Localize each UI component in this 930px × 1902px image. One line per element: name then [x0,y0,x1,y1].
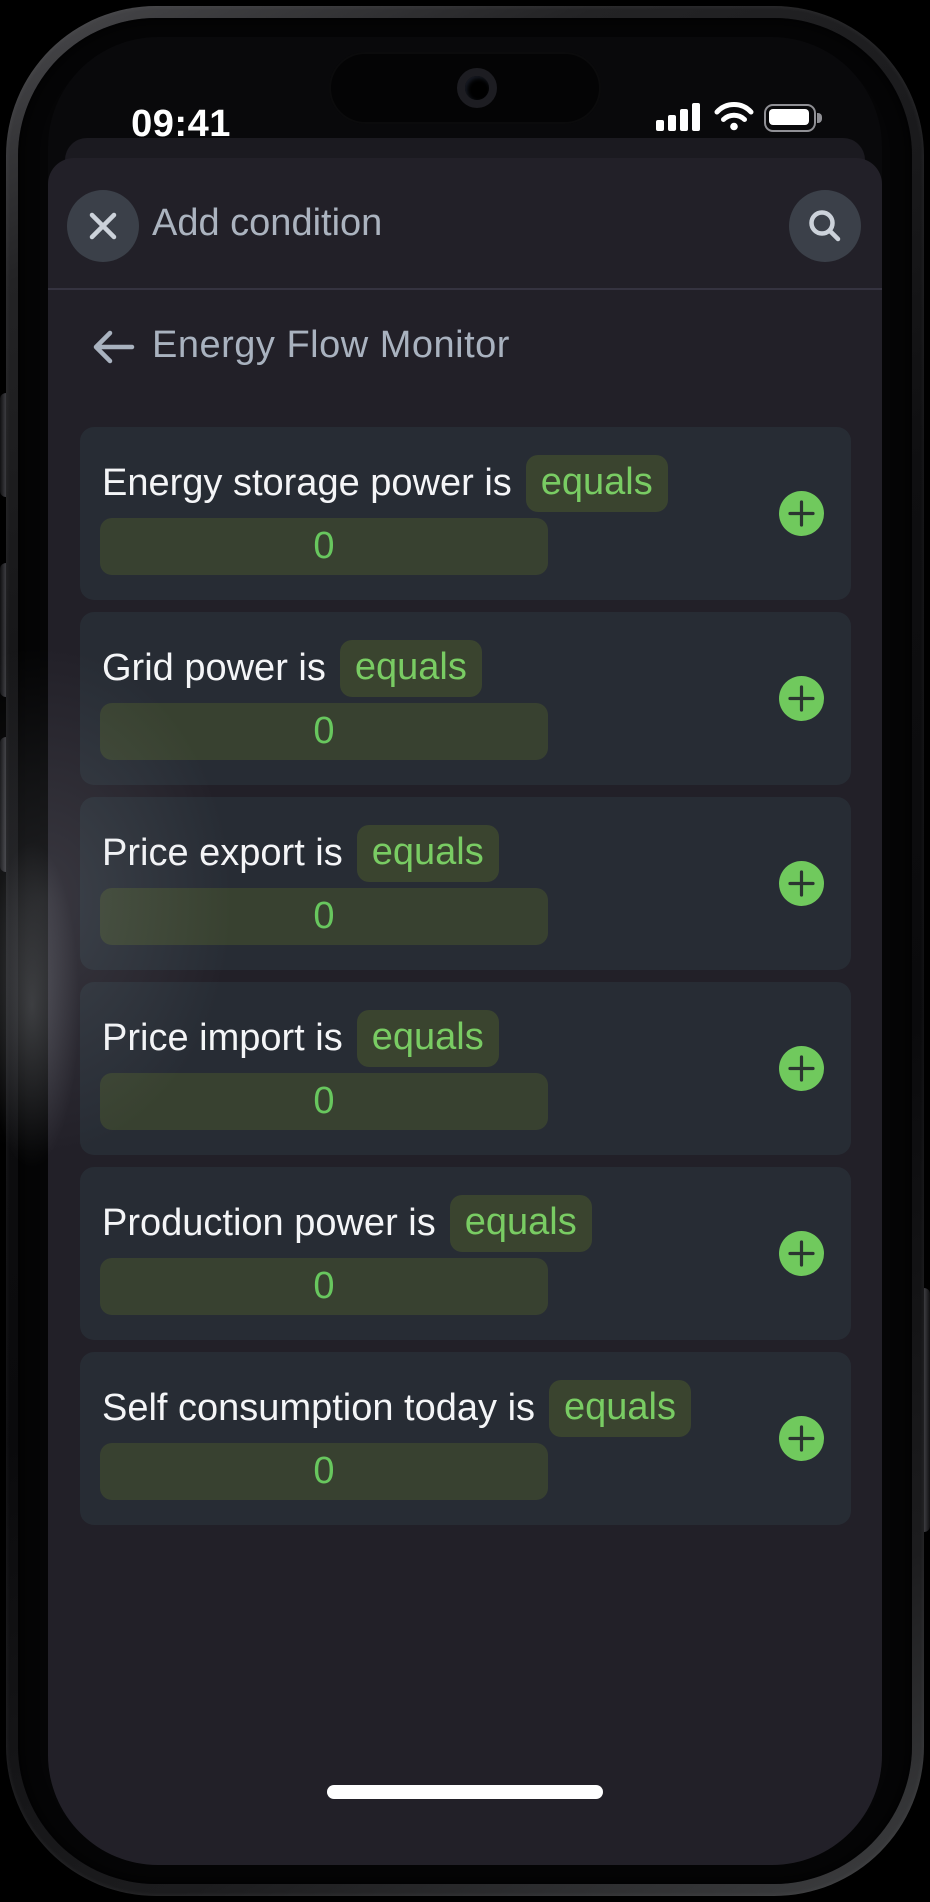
operator-chip[interactable]: equals [549,1379,691,1437]
condition-card: Price export is equals [80,797,851,970]
condition-value-input[interactable] [100,1073,548,1130]
condition-value-input[interactable] [100,1443,548,1500]
condition-card: Price import is equals [80,982,851,1155]
condition-card: Production power is equals [80,1167,851,1340]
condition-label: Grid power is [102,646,326,689]
condition-value-input[interactable] [100,888,548,945]
plus-icon [788,1240,815,1267]
power-button [920,1288,930,1532]
plus-icon [788,1425,815,1452]
add-condition-button[interactable] [779,676,824,721]
add-condition-button[interactable] [779,491,824,536]
condition-card: Energy storage power is equals [80,427,851,600]
close-button[interactable] [67,190,139,262]
add-condition-button[interactable] [779,1416,824,1461]
condition-label-row: Energy storage power is equals [102,454,668,512]
search-icon [809,210,841,242]
arrow-left-icon [93,330,135,364]
add-condition-button[interactable] [779,1046,824,1091]
condition-card: Grid power is equals [80,612,851,785]
condition-label-row: Grid power is equals [102,639,482,697]
plus-icon [788,1055,815,1082]
operator-chip[interactable]: equals [356,1009,499,1067]
operator-chip[interactable]: equals [525,454,668,512]
dynamic-island [329,52,601,124]
add-condition-button[interactable] [779,1231,824,1276]
action-button [0,393,10,497]
condition-label-row: Production power is equals [102,1194,592,1252]
operator-chip[interactable]: equals [449,1194,592,1252]
operator-chip[interactable]: equals [339,639,482,697]
condition-label: Production power is [102,1201,436,1244]
condition-label: Self consumption today is [102,1386,536,1429]
automation-title: Energy Flow Monitor [152,324,510,366]
condition-label: Price import is [102,1016,343,1059]
search-button[interactable] [789,190,861,262]
battery-full-icon [764,104,822,132]
phone-screen: 09:41 Add condition [48,37,882,1865]
condition-label-row: Price import is equals [102,1009,499,1067]
back-button[interactable] [86,321,142,373]
condition-label-row: Self consumption today is equals [102,1379,691,1437]
condition-label-row: Price export is equals [102,824,499,882]
condition-value-input[interactable] [100,703,548,760]
condition-card: Self consumption today is equals [80,1352,851,1525]
plus-icon [788,500,815,527]
volume-down-button [0,737,10,872]
front-camera [457,68,497,108]
condition-value-input[interactable] [100,518,548,575]
cellular-bars-icon [656,103,704,131]
header-divider [48,288,882,290]
plus-icon [788,870,815,897]
x-icon [89,212,117,240]
volume-up-button [0,563,10,697]
wifi-icon [714,102,754,131]
add-condition-sheet: Add condition Energy Flow Monitor Energy… [48,158,882,1865]
sheet-title: Add condition [152,202,383,244]
condition-label: Price export is [102,831,343,874]
home-indicator[interactable] [327,1785,603,1799]
add-condition-button[interactable] [779,861,824,906]
condition-label: Energy storage power is [102,461,512,504]
operator-chip[interactable]: equals [356,824,499,882]
condition-list: Energy storage power is equals Grid powe… [80,427,851,1537]
condition-value-input[interactable] [100,1258,548,1315]
plus-icon [788,685,815,712]
